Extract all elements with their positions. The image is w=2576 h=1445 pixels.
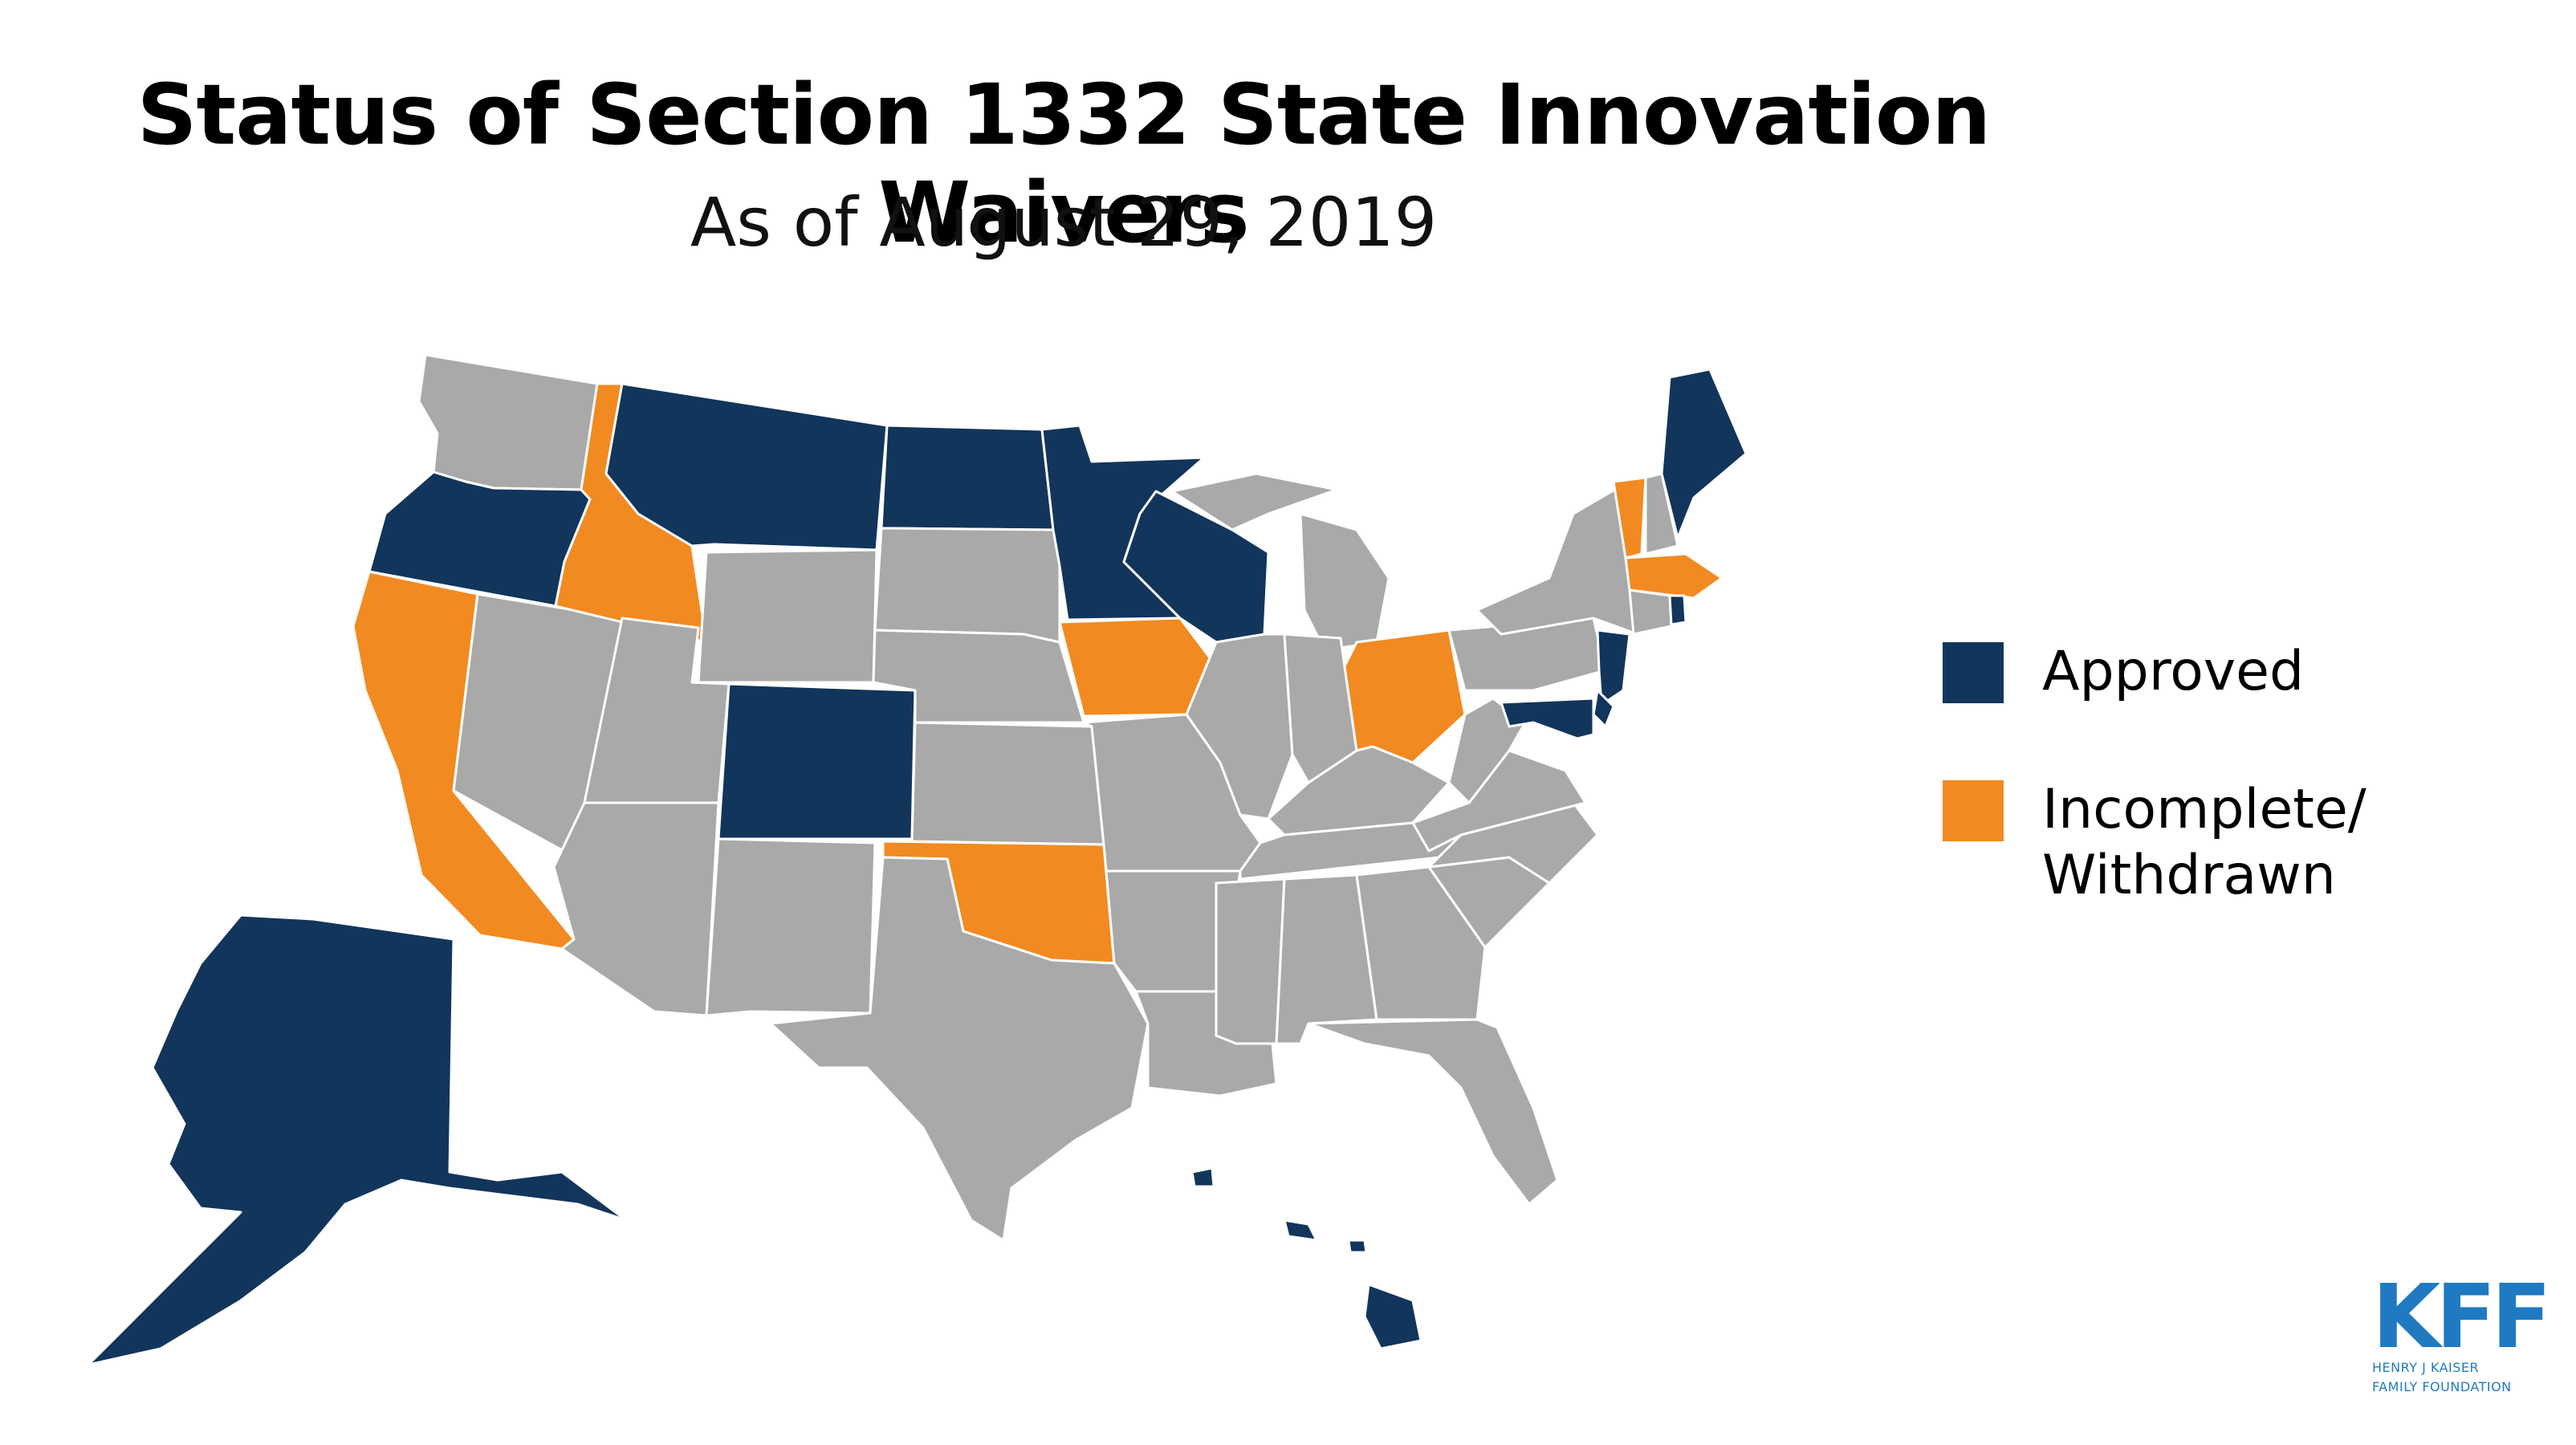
state-ak: [87, 914, 628, 1366]
state-ms: [1215, 877, 1286, 1045]
state-az: [552, 801, 720, 1017]
state-nd: [880, 424, 1055, 531]
state-ct: [1628, 588, 1673, 636]
logo-mark: KFF: [2372, 1265, 2552, 1368]
legend-swatch-incomplete: [1943, 780, 2004, 841]
state-wa: [417, 353, 599, 491]
state-md: [1500, 697, 1595, 740]
legend-item-incomplete: Incomplete/ Withdrawn: [1943, 778, 2366, 909]
state-nh: [1644, 472, 1679, 556]
state-vt: [1612, 476, 1647, 560]
legend-item-approved: Approved: [1943, 640, 2305, 705]
state-ne: [872, 629, 1085, 724]
legend-swatch-approved: [1943, 642, 2004, 703]
state-sd: [873, 527, 1061, 644]
logo-line-1: HENRY J KAISER: [2372, 1360, 2480, 1375]
state-tx: [769, 856, 1150, 1242]
state-ga: [1355, 865, 1487, 1021]
state-co: [717, 682, 917, 841]
map-subtitle: As of August 29, 2019: [690, 183, 1438, 262]
state-nm: [705, 837, 877, 1017]
state-ri: [1668, 594, 1687, 626]
state-wy: [697, 548, 878, 684]
state-hi: [1190, 1166, 1422, 1350]
kff-logo: KFF HENRY J KAISER FAMILY FOUNDATION: [2372, 1265, 2552, 1395]
map-title: Status of Section 1332 State Innovation …: [136, 66, 1992, 262]
state-ma: [1624, 552, 1723, 600]
legend-label-approved: Approved: [2042, 640, 2305, 703]
state-me: [1660, 368, 1748, 539]
state-nj: [1596, 629, 1631, 706]
state-de: [1592, 689, 1615, 728]
state-oh: [1343, 629, 1467, 764]
legend-label-incomplete: Incomplete/ Withdrawn: [2042, 778, 2366, 907]
logo-line-2: FAMILY FOUNDATION: [2372, 1379, 2512, 1394]
state-fl: [1307, 1018, 1559, 1206]
state-ks: [910, 721, 1105, 846]
